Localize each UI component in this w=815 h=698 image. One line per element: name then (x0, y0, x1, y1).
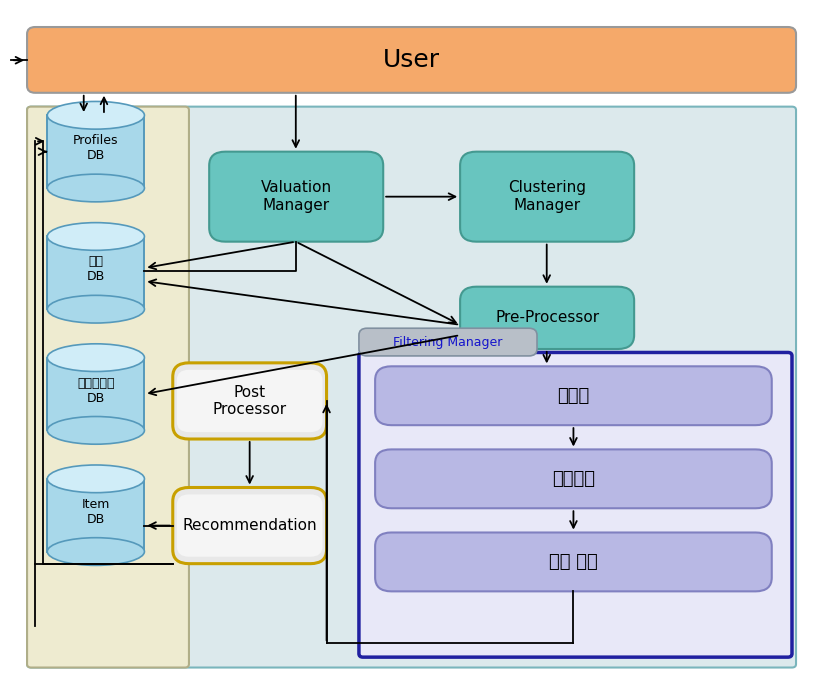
FancyBboxPatch shape (177, 494, 323, 557)
Text: Clustering
Manager: Clustering Manager (508, 181, 586, 213)
Text: 이웃 선정: 이웃 선정 (549, 553, 598, 571)
Bar (47, 479, 144, 551)
Bar (47, 115, 144, 188)
FancyBboxPatch shape (375, 450, 772, 508)
FancyBboxPatch shape (177, 370, 323, 432)
Ellipse shape (47, 174, 144, 202)
Text: Profiles
DB: Profiles DB (73, 134, 119, 162)
FancyBboxPatch shape (460, 151, 634, 242)
Ellipse shape (47, 223, 144, 251)
Ellipse shape (47, 537, 144, 565)
Text: Item
DB: Item DB (82, 498, 110, 526)
Text: User: User (383, 48, 440, 72)
FancyBboxPatch shape (359, 328, 537, 356)
FancyBboxPatch shape (173, 487, 327, 564)
FancyBboxPatch shape (209, 151, 383, 242)
Bar (47, 237, 144, 309)
Text: 평가
DB: 평가 DB (86, 255, 105, 283)
Text: Recommendation: Recommendation (183, 518, 317, 533)
FancyBboxPatch shape (27, 27, 796, 93)
Text: Pre-Processor: Pre-Processor (495, 311, 599, 325)
FancyBboxPatch shape (27, 107, 189, 667)
FancyBboxPatch shape (375, 366, 772, 425)
Text: 사용자분류
DB: 사용자분류 DB (77, 376, 115, 405)
Ellipse shape (47, 465, 144, 493)
FancyBboxPatch shape (173, 363, 327, 439)
Ellipse shape (47, 295, 144, 323)
Text: Post
Processor: Post Processor (213, 385, 287, 417)
Text: Valuation
Manager: Valuation Manager (261, 181, 332, 213)
FancyBboxPatch shape (375, 533, 772, 591)
FancyBboxPatch shape (27, 107, 796, 667)
Text: Filtering Manager: Filtering Manager (394, 336, 503, 348)
Ellipse shape (47, 417, 144, 444)
Text: 상관계수: 상관계수 (552, 470, 595, 488)
Bar (47, 357, 144, 431)
FancyBboxPatch shape (460, 287, 634, 349)
FancyBboxPatch shape (359, 352, 792, 657)
Text: 가중치: 가중치 (557, 387, 589, 405)
Ellipse shape (47, 344, 144, 371)
Ellipse shape (47, 101, 144, 129)
